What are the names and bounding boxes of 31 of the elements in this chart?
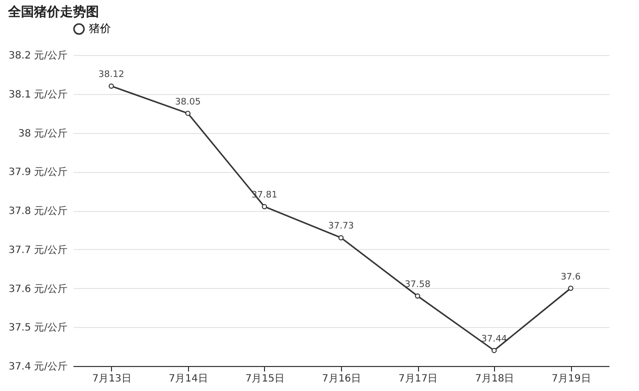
x-tick-label: 7月18日 xyxy=(475,374,514,384)
y-tick-label: 37.5 元/公斤 xyxy=(8,322,68,334)
y-tick-label: 37.6 元/公斤 xyxy=(8,282,68,295)
point xyxy=(108,83,114,89)
point xyxy=(414,293,420,299)
chart-title: 全国猪价走势图 xyxy=(7,4,100,20)
point xyxy=(185,110,190,116)
data-label: 37.73 xyxy=(328,222,354,232)
data-label: 37.6 xyxy=(560,272,582,282)
y-tick-label: 37.8 元/公斤 xyxy=(8,205,68,217)
x-tick-label: 7月13日 xyxy=(92,374,132,384)
y-tick-label: 38.1 元/公斤 xyxy=(8,88,68,100)
legend-label: 猪价 xyxy=(89,22,111,35)
point xyxy=(568,286,574,291)
data-label: 38.05 xyxy=(174,97,201,108)
y-tick-label: 37.7 元/公斤 xyxy=(8,244,68,256)
x-tick-label: 7月16日 xyxy=(322,374,362,384)
data-label: 37.44 xyxy=(481,334,508,344)
x-tick-label: 7月17日 xyxy=(398,374,438,384)
point xyxy=(338,235,344,240)
y-tick-label: 38.2 元/公斤 xyxy=(8,50,68,62)
x-tick-label: 7月19日 xyxy=(552,374,591,384)
data-label: 37.58 xyxy=(404,280,431,290)
y-tick-label: 38 元/公斤 xyxy=(18,127,68,140)
x-tick-label: 7月15日 xyxy=(245,374,284,384)
y-tick-label: 37.4 元/公斤 xyxy=(8,360,68,372)
x-tick-label: 7月14日 xyxy=(168,374,208,384)
point xyxy=(492,348,497,354)
point xyxy=(262,204,268,210)
data-label: 38.12 xyxy=(98,70,124,80)
y-tick-label: 37.9 元/公斤 xyxy=(8,166,68,178)
